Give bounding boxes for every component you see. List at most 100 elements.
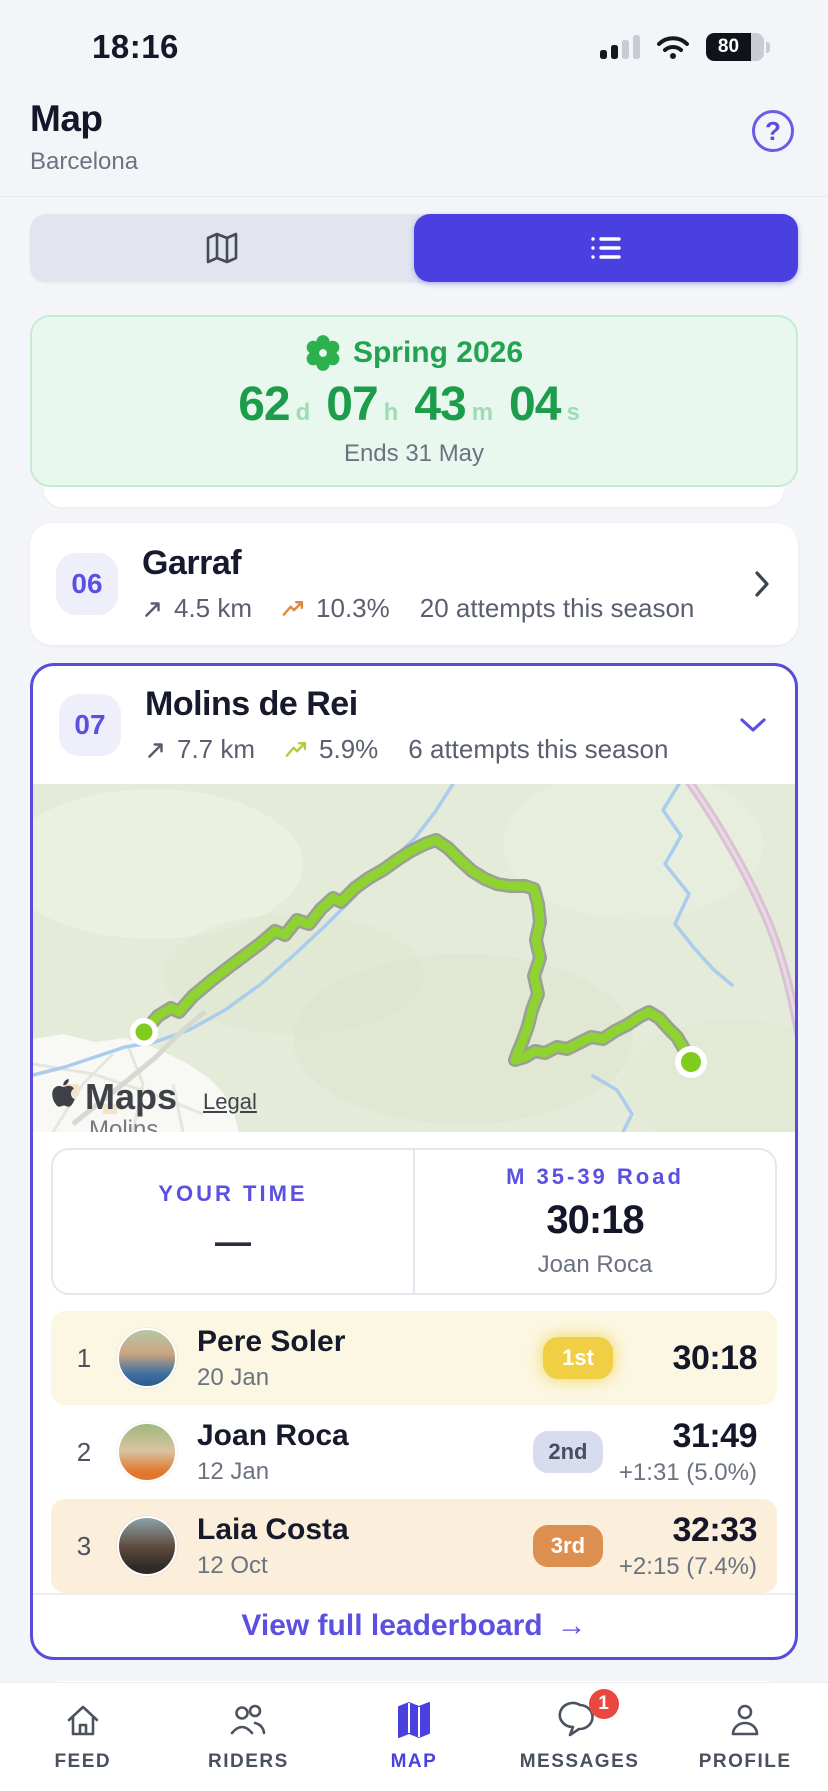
leaderboard: 1 Pere Soler 20 Jan 1st 30:18 2 Joan Roc… bbox=[51, 1311, 777, 1593]
tab-map[interactable]: MAP bbox=[331, 1697, 497, 1773]
map-icon bbox=[206, 232, 238, 264]
season-countdown-card: Spring 2026 62 d 07 h 43 m 04 s Ends 31 May bbox=[30, 315, 798, 487]
segment-stats: YOUR TIME — M 35-39 Road 30:18 Joan Roca bbox=[51, 1148, 777, 1295]
attempt-date: 20 Jan bbox=[197, 1363, 270, 1391]
attempt-delta: +2:15 (7.4%) bbox=[618, 1553, 757, 1580]
help-button[interactable]: ? bbox=[752, 110, 794, 152]
distance-arrow-icon bbox=[145, 601, 160, 617]
route-start-marker bbox=[130, 1018, 158, 1046]
rank-badge: 2nd bbox=[532, 1431, 603, 1473]
rider-name: Pere Soler bbox=[197, 1324, 346, 1358]
segment-attempts: 20 attempts this season bbox=[419, 593, 695, 623]
segment-name: Garraf bbox=[142, 544, 242, 582]
tab-riders[interactable]: RIDERS bbox=[166, 1697, 332, 1773]
status-bar: 18:16 80 bbox=[0, 0, 828, 80]
map-provider-wordmark: Maps bbox=[85, 1076, 178, 1117]
season-countdown: 62 d 07 h 43 m 04 s bbox=[238, 377, 590, 432]
gradient-trend-icon bbox=[285, 741, 307, 757]
countdown-hours: 07 bbox=[326, 377, 378, 431]
segment-distance: 7.7 km bbox=[177, 734, 256, 764]
your-time-value: — bbox=[215, 1220, 251, 1262]
rider-name: Laia Costa bbox=[197, 1512, 349, 1546]
map-legal-link[interactable]: Legal bbox=[203, 1089, 257, 1114]
status-time: 18:16 bbox=[92, 28, 179, 65]
route-line bbox=[139, 835, 696, 1067]
flower-icon bbox=[306, 334, 340, 371]
tab-profile[interactable]: PROFILE bbox=[662, 1697, 828, 1773]
countdown-seconds: 04 bbox=[509, 377, 561, 431]
countdown-hours-unit: h bbox=[383, 398, 399, 426]
leaderboard-row-2[interactable]: 2 Joan Roca 12 Jan 2nd 31:49 +1:31 (5.0%… bbox=[51, 1405, 777, 1499]
attempt-time: 32:33 bbox=[672, 1511, 758, 1549]
segment-gradient: 10.3% bbox=[316, 593, 390, 623]
avatar bbox=[117, 1422, 177, 1482]
avatar bbox=[117, 1328, 177, 1388]
view-full-leaderboard-label: View full leaderboard bbox=[241, 1609, 543, 1642]
segment-header-molins[interactable]: 07 Molins de Rei 7.7 km 5.9% 6 attempts … bbox=[33, 666, 795, 784]
category-record-column: M 35-39 Road 30:18 Joan Roca bbox=[413, 1150, 775, 1293]
countdown-seconds-unit: s bbox=[566, 398, 580, 426]
view-full-leaderboard-button[interactable]: View full leaderboard → bbox=[33, 1593, 795, 1657]
view-toggle bbox=[30, 214, 798, 282]
attempt-date: 12 Oct bbox=[197, 1551, 268, 1579]
arrow-right-icon: → bbox=[556, 1609, 587, 1642]
question-mark-icon: ? bbox=[765, 115, 781, 146]
tab-messages[interactable]: 1 MESSAGES bbox=[497, 1689, 663, 1773]
rank: 1 bbox=[76, 1342, 92, 1373]
countdown-days-unit: d bbox=[295, 398, 311, 426]
profile-icon bbox=[731, 1704, 759, 1736]
segment-gradient: 5.9% bbox=[319, 734, 379, 764]
segment-card-molins-expanded: 07 Molins de Rei 7.7 km 5.9% 6 attempts … bbox=[30, 663, 798, 1660]
map-filled-icon bbox=[397, 1702, 430, 1738]
countdown-days: 62 bbox=[238, 377, 290, 431]
your-time-column: YOUR TIME — bbox=[53, 1150, 413, 1293]
list-icon bbox=[591, 237, 621, 259]
season-title: Spring 2026 bbox=[352, 335, 524, 369]
attempt-time: 31:49 bbox=[672, 1417, 758, 1455]
attempt-delta: +1:31 (5.0%) bbox=[618, 1459, 757, 1486]
segment-name: Molins de Rei bbox=[145, 685, 358, 723]
segment-number-badge: 06 bbox=[56, 553, 118, 615]
attempt-time: 30:18 bbox=[672, 1338, 758, 1377]
rank-badge: 3rd bbox=[532, 1525, 603, 1567]
leaderboard-row-3[interactable]: 3 Laia Costa 12 Oct 3rd 32:33 +2:15 (7.4… bbox=[51, 1499, 777, 1593]
messages-unread-badge: 1 bbox=[588, 1689, 619, 1719]
battery-icon: 80 bbox=[706, 33, 770, 61]
avatar bbox=[117, 1516, 177, 1576]
attempt-date: 12 Jan bbox=[197, 1457, 270, 1485]
distance-arrow-icon bbox=[148, 742, 163, 758]
chevron-right-icon bbox=[755, 571, 769, 597]
battery-percent: 80 bbox=[706, 33, 751, 61]
segment-distance: 4.5 km bbox=[174, 593, 253, 623]
rank: 2 bbox=[76, 1436, 92, 1467]
map-terrain-and-route bbox=[33, 784, 795, 1132]
bottom-tab-bar: FEED RIDERS MAP 1 MESSAGES bbox=[0, 1683, 828, 1791]
apple-logo-icon bbox=[52, 1078, 75, 1107]
category-record-label: M 35-39 Road bbox=[506, 1164, 684, 1189]
rank: 3 bbox=[76, 1530, 92, 1561]
toggle-list-view-button[interactable] bbox=[414, 214, 798, 282]
countdown-minutes: 43 bbox=[414, 377, 466, 431]
route-end-marker bbox=[675, 1046, 707, 1078]
countdown-minutes-unit: m bbox=[471, 398, 494, 426]
rank-badge: 1st bbox=[543, 1337, 613, 1379]
page-title: Map bbox=[30, 98, 103, 139]
your-time-label: YOUR TIME bbox=[158, 1180, 308, 1206]
page-header: Map Barcelona ? bbox=[0, 80, 828, 197]
page-subtitle: Barcelona bbox=[30, 148, 139, 175]
segment-card-garraf[interactable]: 06 Garraf 4.5 km 10.3% 20 attempts this … bbox=[30, 523, 798, 645]
rider-name: Joan Roca bbox=[197, 1418, 349, 1452]
season-end-date: Ends 31 May bbox=[343, 439, 485, 467]
cellular-signal-icon bbox=[600, 35, 640, 59]
stacked-card-peek bbox=[44, 487, 784, 507]
segment-attempts: 6 attempts this season bbox=[408, 734, 669, 764]
chevron-down-icon bbox=[740, 718, 766, 732]
wifi-icon bbox=[657, 36, 689, 59]
leaderboard-row-1[interactable]: 1 Pere Soler 20 Jan 1st 30:18 bbox=[51, 1311, 777, 1405]
toggle-map-view-button[interactable] bbox=[30, 214, 414, 282]
category-record-holder: Joan Roca bbox=[537, 1251, 653, 1278]
segment-number-badge: 07 bbox=[59, 694, 121, 756]
riders-icon bbox=[231, 1704, 266, 1735]
map-place-label: Molins bbox=[89, 1116, 159, 1132]
tab-feed[interactable]: FEED bbox=[0, 1697, 166, 1773]
